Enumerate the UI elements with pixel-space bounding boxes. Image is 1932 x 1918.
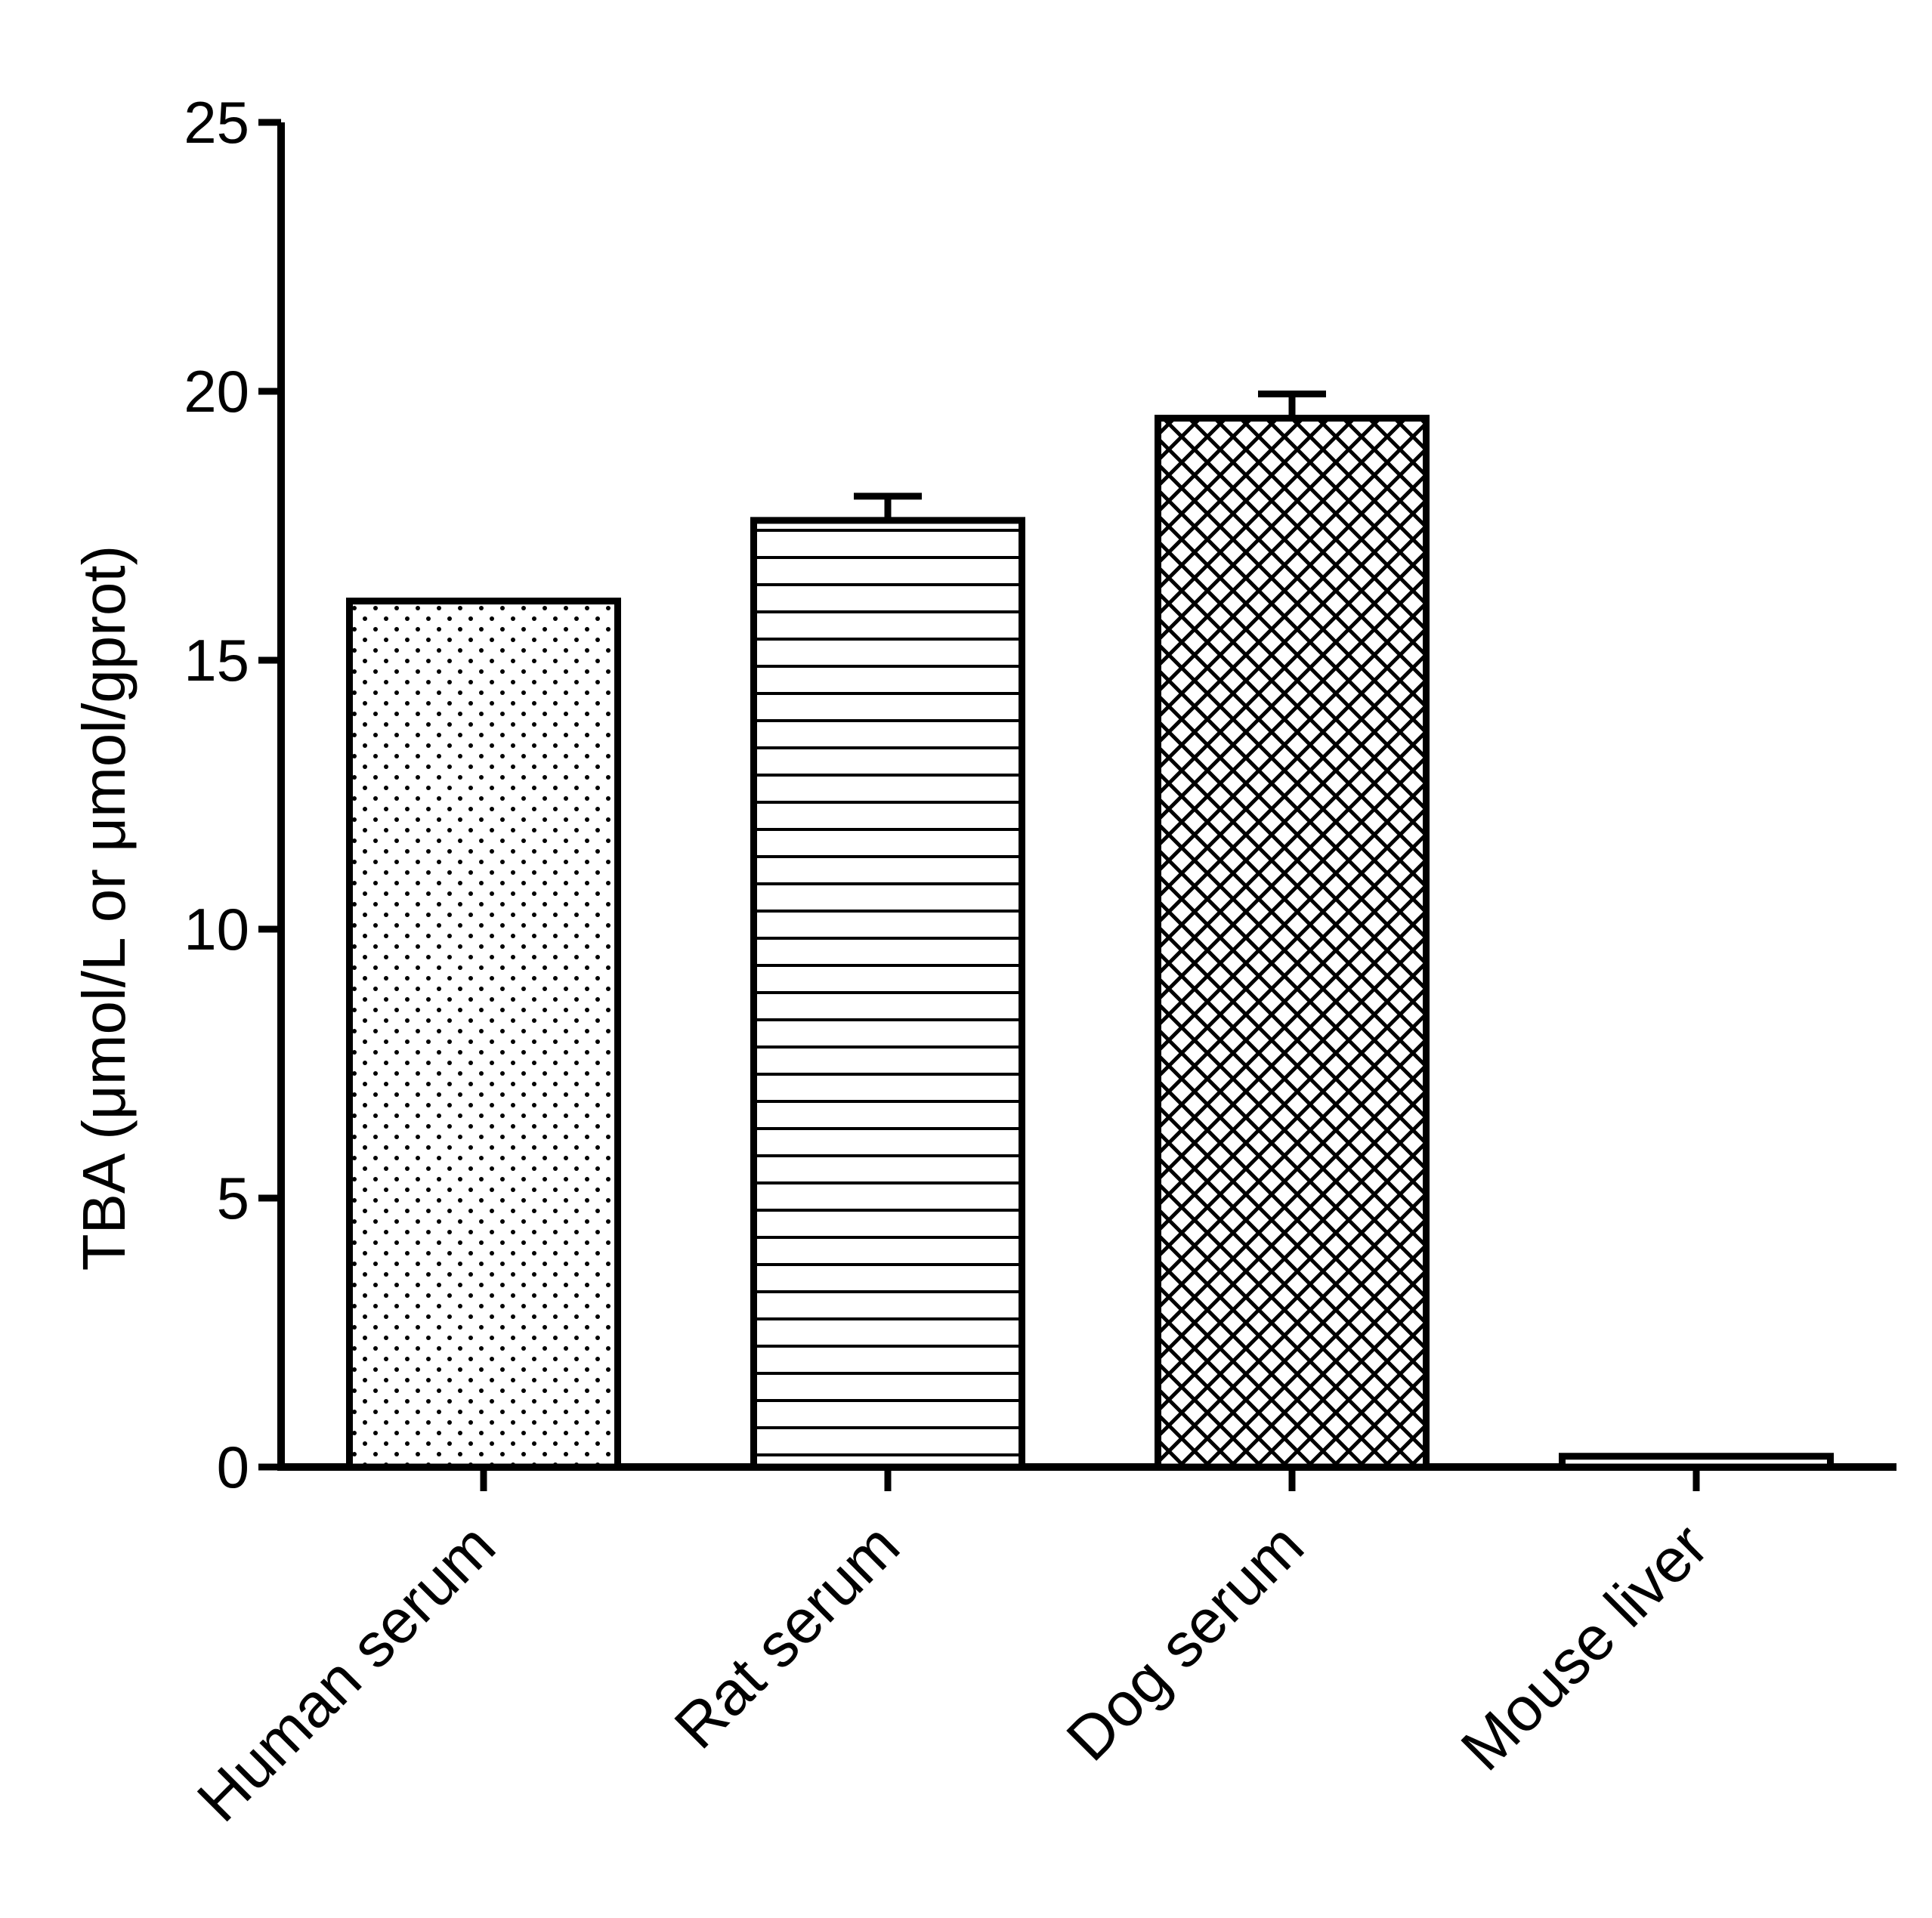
category-label: Rat serum xyxy=(662,1511,913,1762)
category-label: Mouse liver xyxy=(1448,1511,1721,1784)
bar-human-serum xyxy=(346,598,621,1471)
y-tick-label: 15 xyxy=(184,627,249,693)
bar-dog-serum xyxy=(1155,415,1430,1471)
bar-rat-serum xyxy=(750,517,1025,1471)
category-label: Dog serum xyxy=(1054,1511,1317,1774)
bars xyxy=(346,391,1834,1471)
y-tick-label: 20 xyxy=(184,358,249,425)
bar-mouse-liver xyxy=(1559,1453,1834,1471)
y-tick-label: 0 xyxy=(217,1434,249,1500)
y-axis-title: TBA (μmol/L or μmol/gprot) xyxy=(70,545,138,1271)
category-label: Human serum xyxy=(184,1511,508,1834)
y-tick-label: 5 xyxy=(217,1165,249,1231)
y-tick-label: 25 xyxy=(184,89,249,156)
y-tick-label: 10 xyxy=(184,896,249,962)
